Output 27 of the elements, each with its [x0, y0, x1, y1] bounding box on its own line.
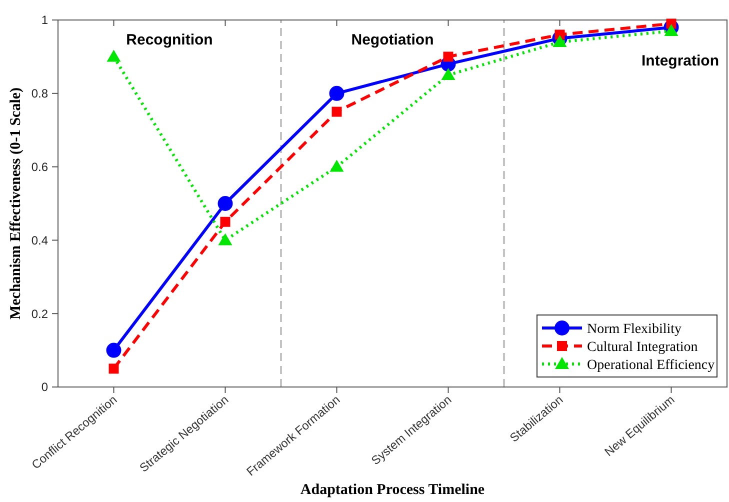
point: [218, 196, 233, 211]
legend-label: Cultural Integration: [587, 340, 698, 355]
y-tick-label: 0.6: [31, 160, 48, 174]
y-tick-label: 0.2: [31, 306, 48, 321]
y-tick-label: 0: [41, 380, 48, 394]
y-tick-label: 0.8: [31, 86, 48, 101]
point: [443, 52, 454, 62]
legend-label: Operational Efficiency: [587, 358, 715, 373]
point: [220, 216, 230, 227]
point: [441, 68, 456, 80]
point: [108, 364, 119, 374]
annotation: Negotiation: [351, 31, 434, 48]
y-axis-title: Mechanism Effectiveness (0-1 Scale): [8, 87, 24, 320]
point: [329, 86, 344, 101]
point: [552, 35, 567, 48]
point: [332, 106, 342, 117]
point: [106, 50, 121, 62]
annotation: Recognition: [126, 31, 213, 48]
point: [106, 342, 122, 358]
point: [330, 160, 344, 172]
x-axis-title: Adaptation Process Timeline: [300, 482, 485, 498]
annotation: Integration: [642, 52, 719, 70]
point: [664, 24, 678, 36]
y-tick-label: 0.4: [31, 233, 48, 248]
legend-label: Norm Flexibility: [587, 322, 682, 337]
y-tick-label: 1: [41, 13, 48, 28]
point: [218, 233, 232, 246]
